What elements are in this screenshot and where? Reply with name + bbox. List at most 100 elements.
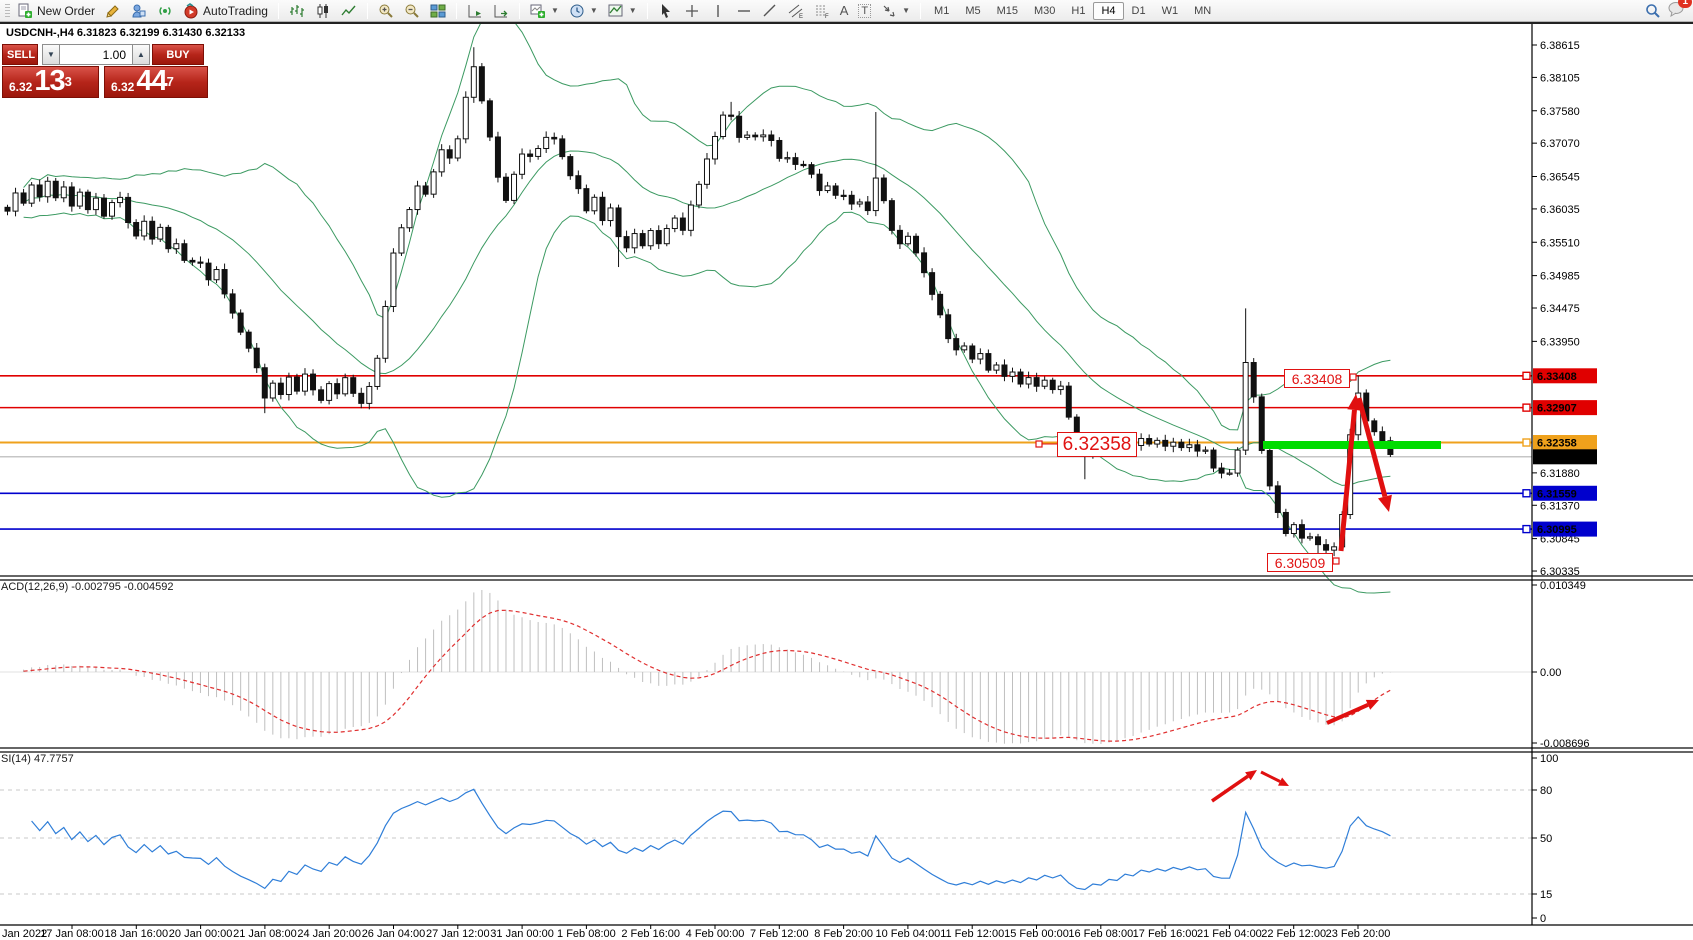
- svg-text:4 Feb 00:00: 4 Feb 00:00: [686, 928, 745, 940]
- svg-text:6.30995: 6.30995: [1537, 524, 1577, 536]
- toolbar-separator: [277, 2, 279, 19]
- trend-arrow: [1338, 409, 1357, 552]
- price-annotation-label[interactable]: 6.32358: [1057, 432, 1137, 457]
- toolbar-grip[interactable]: [5, 3, 10, 18]
- timeframe-button-H1[interactable]: H1: [1071, 4, 1086, 17]
- trend-arrow: [1260, 770, 1281, 783]
- crosshair-icon: [685, 4, 698, 17]
- price-annotation-label[interactable]: 6.30509: [1267, 553, 1333, 572]
- tile-windows-icon: [430, 4, 446, 17]
- timeframe-button-M5[interactable]: M5: [965, 4, 981, 17]
- templates-button[interactable]: ▼: [603, 0, 642, 22]
- svg-text:11 Feb 12:00: 11 Feb 12:00: [940, 928, 1004, 940]
- buy-price-big: 44: [136, 65, 167, 97]
- timeframe-button-W1[interactable]: W1: [1161, 4, 1179, 17]
- dropdown-caret-icon: ▼: [589, 6, 598, 15]
- volume-increase-button[interactable]: ▲: [132, 44, 150, 65]
- buy-button[interactable]: BUY: [152, 44, 204, 65]
- trend-arrow-head: [1365, 699, 1379, 710]
- one-click-price-row: 6.32 13 3 6.32 44 7: [2, 66, 208, 98]
- notifications-button[interactable]: 1: [1667, 0, 1692, 20]
- data-window-icon: [132, 4, 146, 17]
- sell-price[interactable]: 6.32 13 3: [2, 66, 99, 98]
- zoom-in-button[interactable]: [373, 0, 399, 22]
- svg-text:31 Jan 00:00: 31 Jan 00:00: [490, 928, 554, 940]
- chart-shift-button[interactable]: [488, 0, 514, 22]
- timeframe-button-H4[interactable]: H4: [1093, 1, 1124, 20]
- timeframe-button-M30[interactable]: M30: [1034, 4, 1056, 17]
- trendline-button[interactable]: [757, 0, 783, 22]
- tile-windows-button[interactable]: [425, 0, 451, 22]
- buy-price[interactable]: 6.32 44 7: [104, 66, 208, 98]
- timeframe-button-M1[interactable]: M1: [934, 4, 950, 17]
- indicator-axis-labels[interactable]: 0.010349 0.00 -0.008696 100 80 50 15 0: [1532, 580, 1590, 925]
- new-order-button[interactable]: New Order: [12, 0, 100, 22]
- svg-text:8 Feb 20:00: 8 Feb 20:00: [814, 928, 873, 940]
- svg-text:15 Feb 00:00: 15 Feb 00:00: [1004, 928, 1069, 940]
- svg-text:21 Jan 08:00: 21 Jan 08:00: [233, 928, 297, 940]
- sell-button[interactable]: SELL: [2, 44, 38, 65]
- svg-text:17 Jan 08:00: 17 Jan 08:00: [40, 928, 104, 940]
- horizontal-line-button[interactable]: [731, 0, 757, 22]
- arrows-tool-button[interactable]: ▼: [876, 0, 915, 22]
- chart-annotations[interactable]: [1035, 373, 1441, 803]
- chart-shift-icon: [494, 4, 508, 17]
- autotrading-label: AutoTrading: [203, 3, 268, 18]
- signals-button[interactable]: [152, 0, 178, 22]
- fibonacci-button[interactable]: F: [809, 0, 835, 22]
- text-label-button[interactable]: T: [853, 1, 876, 21]
- data-window-button[interactable]: [126, 0, 152, 22]
- line-chart-button[interactable]: [336, 0, 362, 22]
- svg-text:6.34985: 6.34985: [1540, 271, 1580, 283]
- styler-button[interactable]: [100, 0, 126, 22]
- svg-text:23 Feb 20:00: 23 Feb 20:00: [1326, 928, 1391, 940]
- svg-text:6.32358: 6.32358: [1537, 438, 1577, 450]
- periods-button[interactable]: ▼: [564, 0, 603, 22]
- crosshair-button[interactable]: [679, 0, 705, 22]
- autotrading-button[interactable]: AutoTrading: [178, 0, 273, 22]
- price-axis[interactable]: 6.38615 6.38105 6.37580 6.37070 6.36545 6.360…: [1522, 40, 1597, 578]
- svg-text:26 Jan 04:00: 26 Jan 04:00: [362, 928, 426, 940]
- toolbar-separator: [920, 2, 922, 19]
- toolbar-right: 1: [1645, 0, 1693, 20]
- svg-text:24 Jan 20:00: 24 Jan 20:00: [297, 928, 361, 940]
- candlestick-icon: [317, 3, 328, 18]
- timeframe-button-MN[interactable]: MN: [1194, 4, 1212, 17]
- zoom-out-button[interactable]: [399, 0, 425, 22]
- toolbar-separator: [366, 2, 368, 19]
- chart-window-border: [0, 22, 1693, 24]
- toolbar-group-drawing: E F A T ▼: [650, 0, 918, 22]
- candlestick-button[interactable]: [310, 0, 336, 22]
- sell-price-sup: 3: [64, 74, 72, 89]
- pane-separators[interactable]: [0, 24, 1693, 926]
- auto-scroll-icon: [468, 4, 481, 17]
- svg-text:6.37580: 6.37580: [1540, 106, 1580, 118]
- svg-text:2 Feb 16:00: 2 Feb 16:00: [621, 928, 680, 940]
- chart-area[interactable]: 6.38615 6.38105 6.37580 6.37070 6.36545 6.360…: [0, 24, 1693, 940]
- trend-arrow: [1356, 397, 1388, 498]
- trend-arrow-head: [1378, 494, 1392, 512]
- auto-scroll-button[interactable]: [462, 0, 488, 22]
- price-annotation-label[interactable]: 6.33408: [1284, 369, 1350, 388]
- add-indicator-button[interactable]: ▼: [525, 0, 564, 22]
- text-button[interactable]: A: [835, 0, 854, 21]
- timeframe-button-D1[interactable]: D1: [1131, 4, 1146, 17]
- toolbar-group-chart-tools: [459, 0, 517, 22]
- search-icon[interactable]: [1645, 3, 1661, 19]
- cursor-button[interactable]: [653, 0, 679, 22]
- trendline-icon: [763, 4, 776, 16]
- channel-button[interactable]: E: [783, 0, 809, 22]
- vertical-line-button[interactable]: [705, 0, 731, 22]
- chart-canvas[interactable]: 6.38615 6.38105 6.37580 6.37070 6.36545 6.360…: [0, 24, 1693, 940]
- volume-input[interactable]: [60, 44, 132, 65]
- horizontal-line-objects[interactable]: [0, 375, 1532, 530]
- timeframe-group: M1 M5 M15 M30 H1 H4 D1 W1 MN: [923, 0, 1222, 22]
- symbol-ohlc-line: USDCNH-,H4 6.31823 6.32199 6.31430 6.321…: [6, 27, 246, 39]
- trend-arrow-head: [1347, 394, 1362, 411]
- timeframe-button-M15[interactable]: M15: [996, 4, 1019, 17]
- toolbar-group-trade: New Order AutoTrading: [0, 0, 276, 22]
- bar-chart-button[interactable]: [284, 0, 310, 22]
- volume-decrease-button[interactable]: ▼: [42, 44, 60, 65]
- notification-count-badge: 1: [1678, 0, 1692, 8]
